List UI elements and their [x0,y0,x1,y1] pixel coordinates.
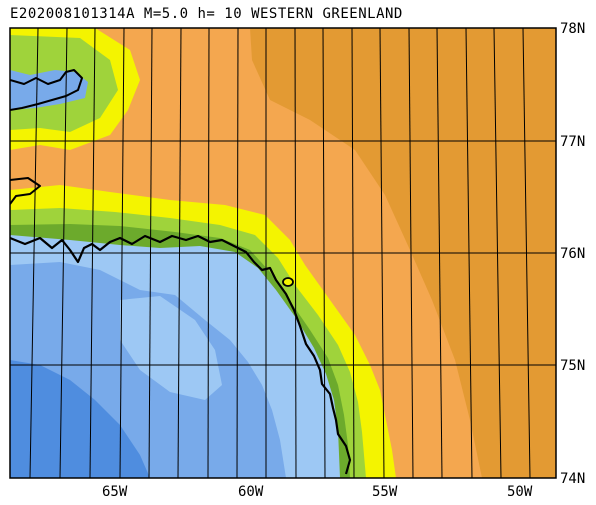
coastline [10,234,352,475]
lat-label-75n: 75N [560,358,585,374]
lat-label-74n: 74N [560,471,585,487]
coastline-north [10,69,83,111]
lat-label-76n: 76N [560,246,585,262]
graticule [10,27,556,479]
island [282,277,294,287]
map-frame [9,27,557,479]
lon-label-50w: 50W [507,484,533,500]
map-title: E202008101314A M=5.0 h= 10 WESTERN GREEN… [10,6,403,22]
lon-label-65w: 65W [102,484,128,500]
sound-water-north [10,70,88,110]
lat-label-78n: 78N [560,21,585,37]
ocean-deep [10,360,150,478]
ocean-light-pocket [120,296,222,400]
lat-label-77n: 77N [560,134,585,150]
lon-label-60w: 60W [238,484,264,500]
lon-label-55w: 55W [372,484,398,500]
